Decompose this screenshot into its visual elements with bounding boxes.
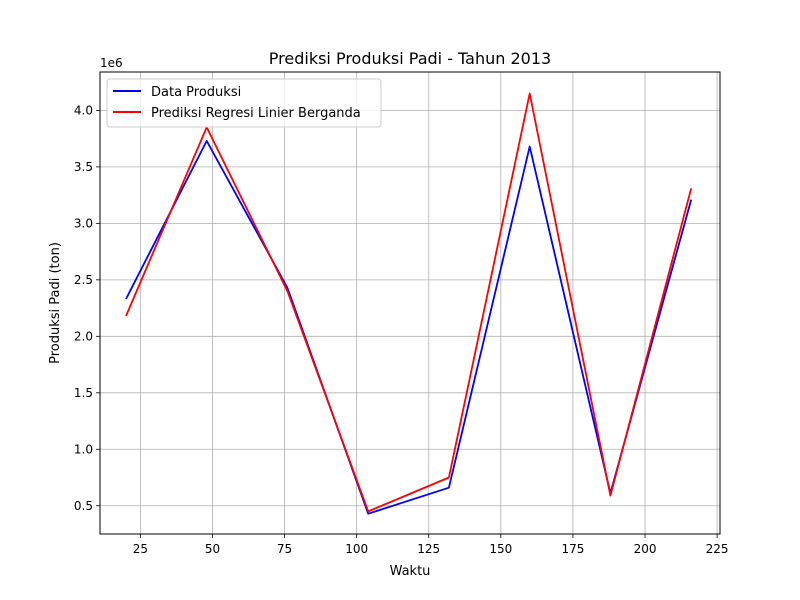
- y-tick-label: 4.0: [74, 103, 93, 117]
- x-axis-label: Waktu: [390, 564, 431, 579]
- x-tick-label: 75: [277, 542, 292, 556]
- chart-title: Prediksi Produksi Padi - Tahun 2013: [269, 49, 551, 68]
- y-axis-ticks: 0.5 1.0 1.5 2.0 2.5 3.0 3.5 4.0: [74, 103, 100, 513]
- y-axis-label: Produksi Padi (ton): [48, 242, 63, 364]
- x-tick-label: 175: [561, 542, 584, 556]
- x-tick-label: 50: [205, 542, 220, 556]
- y-axis-offset-label: 1e6: [100, 56, 123, 70]
- y-tick-label: 1.0: [74, 442, 93, 456]
- series-line-prediksi: [125, 92, 693, 513]
- x-tick-label: 100: [345, 542, 368, 556]
- legend-box: [106, 78, 382, 128]
- y-tick-label: 2.5: [74, 273, 93, 287]
- series-line-data-produksi: [125, 139, 693, 515]
- y-tick-label: 2.0: [74, 329, 93, 343]
- x-tick-label: 200: [634, 542, 657, 556]
- x-axis-ticks: 25 50 75 100 125 150 175 200 225: [133, 534, 729, 556]
- legend-label-prediksi: Prediksi Regresi Linier Berganda: [151, 106, 361, 121]
- legend-label-data-produksi: Data Produksi: [151, 85, 241, 100]
- x-tick-label: 125: [417, 542, 440, 556]
- x-tick-label: 225: [706, 542, 729, 556]
- plot-frame: [99, 71, 721, 535]
- legend: Data Produksi Prediksi Regresi Linier Be…: [106, 78, 382, 128]
- y-tick-label: 3.5: [74, 160, 93, 174]
- y-tick-label: 3.0: [74, 216, 93, 230]
- y-tick-label: 0.5: [74, 499, 93, 513]
- y-tick-label: 1.5: [74, 386, 93, 400]
- series-lines: [125, 92, 693, 515]
- x-tick-label: 150: [489, 542, 512, 556]
- x-tick-label: 25: [133, 542, 148, 556]
- grid-lines: [100, 72, 720, 534]
